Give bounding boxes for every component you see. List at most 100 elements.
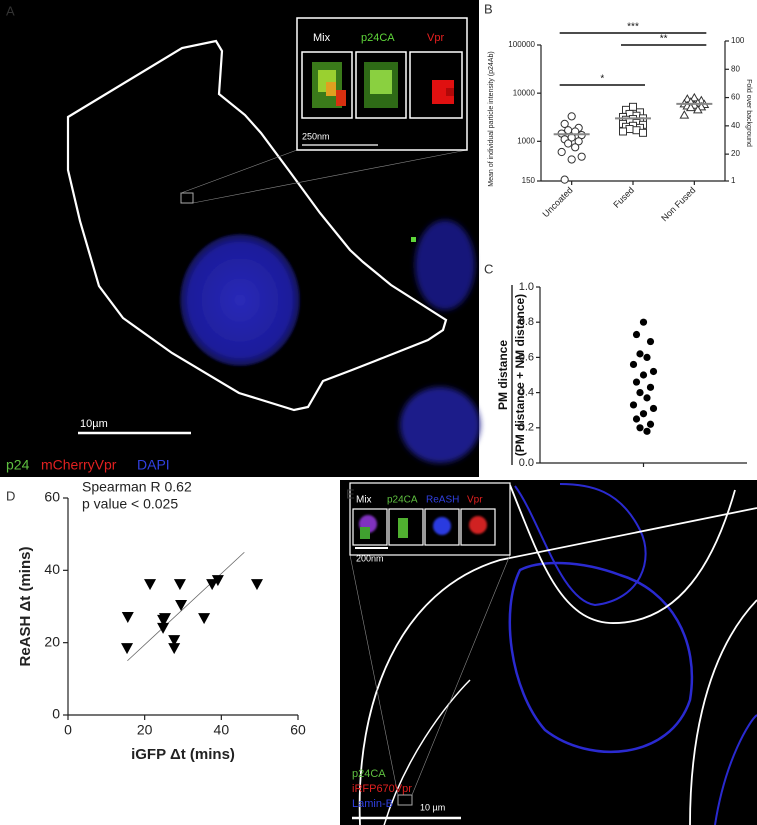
inset-label: Mix xyxy=(313,32,331,44)
point xyxy=(557,147,566,157)
x-tick-label: 20 xyxy=(137,722,153,738)
x-tick-label: 0 xyxy=(64,722,72,738)
y-tick-label: 0.8 xyxy=(519,316,534,328)
legend-label: Lamin-B xyxy=(352,798,393,810)
y2-tick-label: 60 xyxy=(731,93,740,102)
legend-label: DAPI xyxy=(137,457,170,473)
point xyxy=(560,119,569,128)
y-tick-label: 20 xyxy=(44,633,60,649)
panel-a-image xyxy=(0,0,480,477)
y-tick-label: 1000 xyxy=(517,136,535,145)
point xyxy=(629,360,638,369)
legend-label: iRFP670Vpr xyxy=(352,783,412,795)
point xyxy=(574,137,583,146)
legend-label: p24CA xyxy=(352,768,386,780)
point xyxy=(692,104,703,114)
y2-axis-label: Fold over background xyxy=(745,79,752,147)
y-axis-label: Mean of individual particle intensity (p… xyxy=(488,51,495,186)
point xyxy=(632,415,641,423)
point xyxy=(649,367,658,376)
x-tick-label: 40 xyxy=(214,722,230,738)
point xyxy=(643,427,651,435)
point xyxy=(685,102,696,112)
x-tick-label: Uncoated xyxy=(540,185,574,219)
panel-label: C xyxy=(484,261,493,276)
y-tick-label: 0.4 xyxy=(519,387,534,399)
point xyxy=(646,420,655,428)
y-tick-label: 10000 xyxy=(513,88,536,97)
y-axis-label: PM distance xyxy=(496,340,510,410)
point xyxy=(629,102,637,111)
point xyxy=(560,175,569,184)
point xyxy=(158,613,171,625)
point xyxy=(206,579,219,591)
inset-label: Mix xyxy=(356,495,372,506)
y2-tick-label: 40 xyxy=(731,121,740,130)
y-tick-label: 60 xyxy=(44,489,60,505)
legend-label: mCherryVpr xyxy=(41,457,117,473)
point xyxy=(567,112,576,121)
y2-tick-label: 1 xyxy=(731,176,736,185)
inset-label: Vpr xyxy=(467,495,483,506)
point xyxy=(646,383,655,391)
y-tick-label: 0.6 xyxy=(519,351,534,363)
point xyxy=(577,152,586,161)
scale-bar-label: 10 µm xyxy=(420,802,445,812)
point xyxy=(643,353,651,361)
point xyxy=(632,126,641,135)
y-tick-label: 150 xyxy=(522,176,536,185)
annotation: p value < 0.025 xyxy=(82,496,178,512)
point xyxy=(168,643,181,655)
point xyxy=(567,155,576,164)
point xyxy=(649,404,658,413)
inset-label: p24CA xyxy=(361,32,395,44)
point xyxy=(636,389,644,397)
point xyxy=(173,579,186,591)
inset-label: p24CA xyxy=(387,495,418,506)
panel-label: D xyxy=(6,488,15,503)
point xyxy=(639,318,648,326)
point xyxy=(643,394,651,402)
y2-tick-label: 80 xyxy=(731,64,740,73)
point xyxy=(639,128,647,137)
point xyxy=(636,350,644,358)
x-tick-label: 60 xyxy=(290,722,306,738)
point xyxy=(250,579,263,591)
legend-label: p24 xyxy=(6,457,30,473)
point xyxy=(198,613,211,625)
panel-e-image xyxy=(340,480,757,825)
fit-line xyxy=(127,551,245,662)
x-tick-label: Fused xyxy=(611,185,636,210)
point xyxy=(632,330,641,339)
significance-label: ** xyxy=(660,34,668,45)
point xyxy=(564,139,573,148)
point xyxy=(639,371,648,379)
point xyxy=(629,401,638,409)
y-tick-label: 100000 xyxy=(508,40,535,49)
x-axis-label: iGFP Δt (mins) xyxy=(131,746,235,763)
point xyxy=(619,127,627,136)
point xyxy=(632,378,641,386)
y-tick-label: 40 xyxy=(44,561,60,577)
point xyxy=(121,643,134,655)
panel-label: E xyxy=(346,486,355,501)
significance-label: * xyxy=(600,74,604,85)
panel-label: B xyxy=(484,1,493,16)
point xyxy=(168,635,181,647)
y-axis-label: (PM distance + NM distance) xyxy=(513,294,527,456)
inset-scale: 250nm xyxy=(302,131,330,141)
point xyxy=(121,611,134,623)
y-tick-label: 0.2 xyxy=(519,422,534,434)
y-tick-label: 0.0 xyxy=(519,457,534,469)
point xyxy=(625,125,634,134)
inset-label: Vpr xyxy=(427,32,444,44)
point xyxy=(646,337,655,346)
point xyxy=(679,110,690,119)
point xyxy=(175,600,188,612)
y2-tick-label: 100 xyxy=(731,36,745,45)
point xyxy=(144,579,157,591)
y-tick-label: 1.0 xyxy=(519,281,534,293)
inset-label: ReASH xyxy=(426,495,459,506)
x-tick-label: Non Fused xyxy=(659,185,697,223)
